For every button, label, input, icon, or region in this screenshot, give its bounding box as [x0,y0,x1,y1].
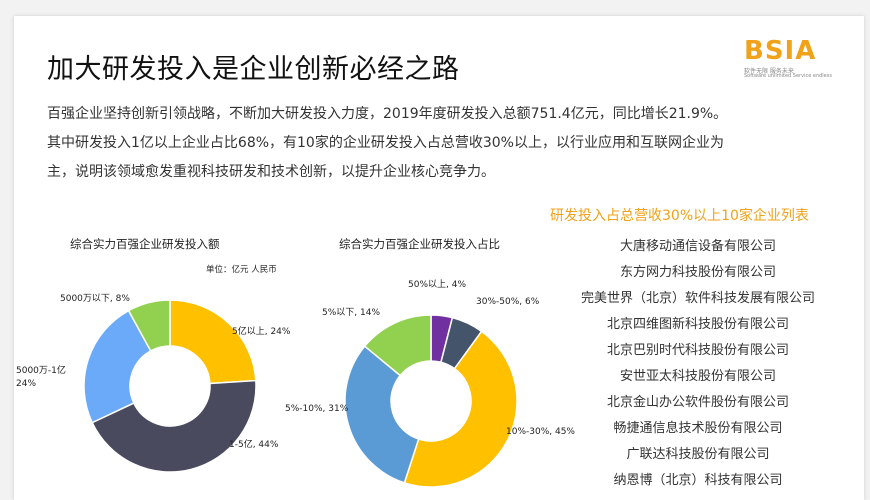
company-item: 北京巴别时代科技股份有限公司 [606,343,789,358]
chart2-title: 综合实力百强企业研发投入占比 [339,237,500,251]
company-list-title: 研发投入占总营收30%以上10家企业列表 [550,208,809,224]
donut-charts: 综合实力百强企业研发投入额 单位：亿元 人民币 综合实力百强企业研发投入占比 5… [16,237,575,488]
logo-tagline: 软件无限 服务未来 [744,68,794,75]
company-item: 东方网力科技股份有限公司 [619,265,776,280]
slice-data-label: 5000万-1亿 [16,364,66,376]
company-item: 大唐移动通信设备有限公司 [619,239,776,254]
logo-tagline-en: Software unlimited Service endless [744,73,832,79]
company-item: 北京金山办公软件股份有限公司 [606,395,789,410]
slice-data-label: 10%-30%, 45% [506,427,575,437]
company-item: 北京四维图新科技股份有限公司 [606,317,789,332]
company-item: 安世亚太科技股份有限公司 [619,369,776,384]
slice-data-label: 1-5亿, 44% [229,438,279,450]
company-item: 广联达科技股份有限公司 [626,447,770,462]
chart1-unit: 单位：亿元 人民币 [206,264,277,275]
slice-data-label: 5亿以上, 24% [232,325,291,337]
donut-slice [169,299,257,385]
slice-data-label: 5000万以下, 8% [60,294,130,304]
slide: 加大研发投入是企业创新必经之路 BSIA 软件无限 服务未来 Software … [14,16,864,500]
chart1-slices: 5亿以上, 24% 1-5亿, 44% 5000万-1亿 24% 5000万以下, 8% [16,294,291,473]
intro-line: 百强企业坚持创新引领战略，不断加大研发投入力度，2019年度研发投入总额751.… [47,106,728,122]
donut-slice [403,330,518,488]
slice-data-label: 50%以上, 4% [408,279,466,290]
slice-data-label: 30%-50%, 6% [476,297,540,307]
intro-paragraph: 百强企业坚持创新引领战略，不断加大研发投入力度，2019年度研发投入总额751.… [47,100,837,187]
chart1-title: 综合实力百强企业研发投入额 [70,237,220,251]
company-item: 完美世界（北京）软件科技发展有限公司 [580,291,815,306]
company-item: 纳恩博（北京）科技有限公司 [613,473,783,488]
slice-data-label: 5%-10%, 31% [285,404,349,414]
slice-data-label: 24% [16,379,36,389]
donut-slice [363,314,432,377]
slice-data-label: 5%以下, 14% [322,308,380,318]
company-item: 畅捷通信息技术股份有限公司 [613,421,783,436]
bsia-logo: BSIA 软件无限 服务未来 Software unlimited Servic… [744,36,834,80]
donut-slice [83,309,152,424]
chart2-slices: 50%以上, 4% 30%-50%, 6% 10%-30%, 45% 5%-10%, … [285,279,575,488]
donut-slice [127,299,171,352]
intro-line: 其中研发投入1亿以上企业占比68%，有10家的企业研发投入占总营收30%以上，以… [47,135,724,151]
intro-line: 主，说明该领域愈发重视科技研发和技术创新，以提升企业核心竞争力。 [47,164,495,180]
page-title: 加大研发投入是企业创新必经之路 [47,54,460,85]
donut-slice [344,345,420,484]
logo-text: BSIA [744,36,817,66]
